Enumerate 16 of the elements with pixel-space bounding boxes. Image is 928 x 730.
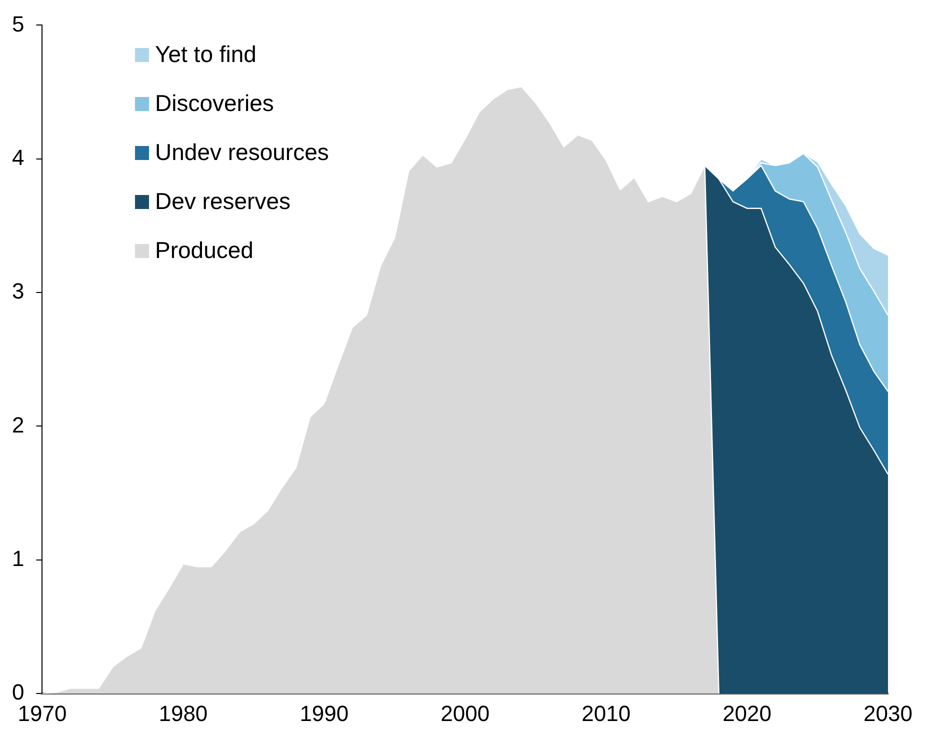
x-tick-label: 2030 (864, 700, 912, 726)
x-tick-label: 2010 (582, 700, 631, 726)
y-tick-label: 2 (12, 412, 24, 438)
legend-label: Dev reserves (155, 188, 290, 215)
y-tick-label: 4 (12, 144, 24, 170)
y-tick-label: 1 (12, 546, 24, 571)
legend-label: Produced (155, 237, 254, 264)
y-tick-label: 3 (12, 278, 24, 304)
legend-label: Discoveries (155, 90, 274, 117)
x-tick-label: 1990 (300, 700, 349, 726)
legend-label: Undev resources (155, 139, 329, 166)
x-tick-label: 1980 (158, 700, 208, 726)
x-tick-label: 2020 (722, 700, 772, 726)
x-tick-label: 2000 (440, 700, 490, 726)
y-tick-label: 5 (12, 11, 24, 36)
legend-label: Yet to find (155, 41, 256, 68)
